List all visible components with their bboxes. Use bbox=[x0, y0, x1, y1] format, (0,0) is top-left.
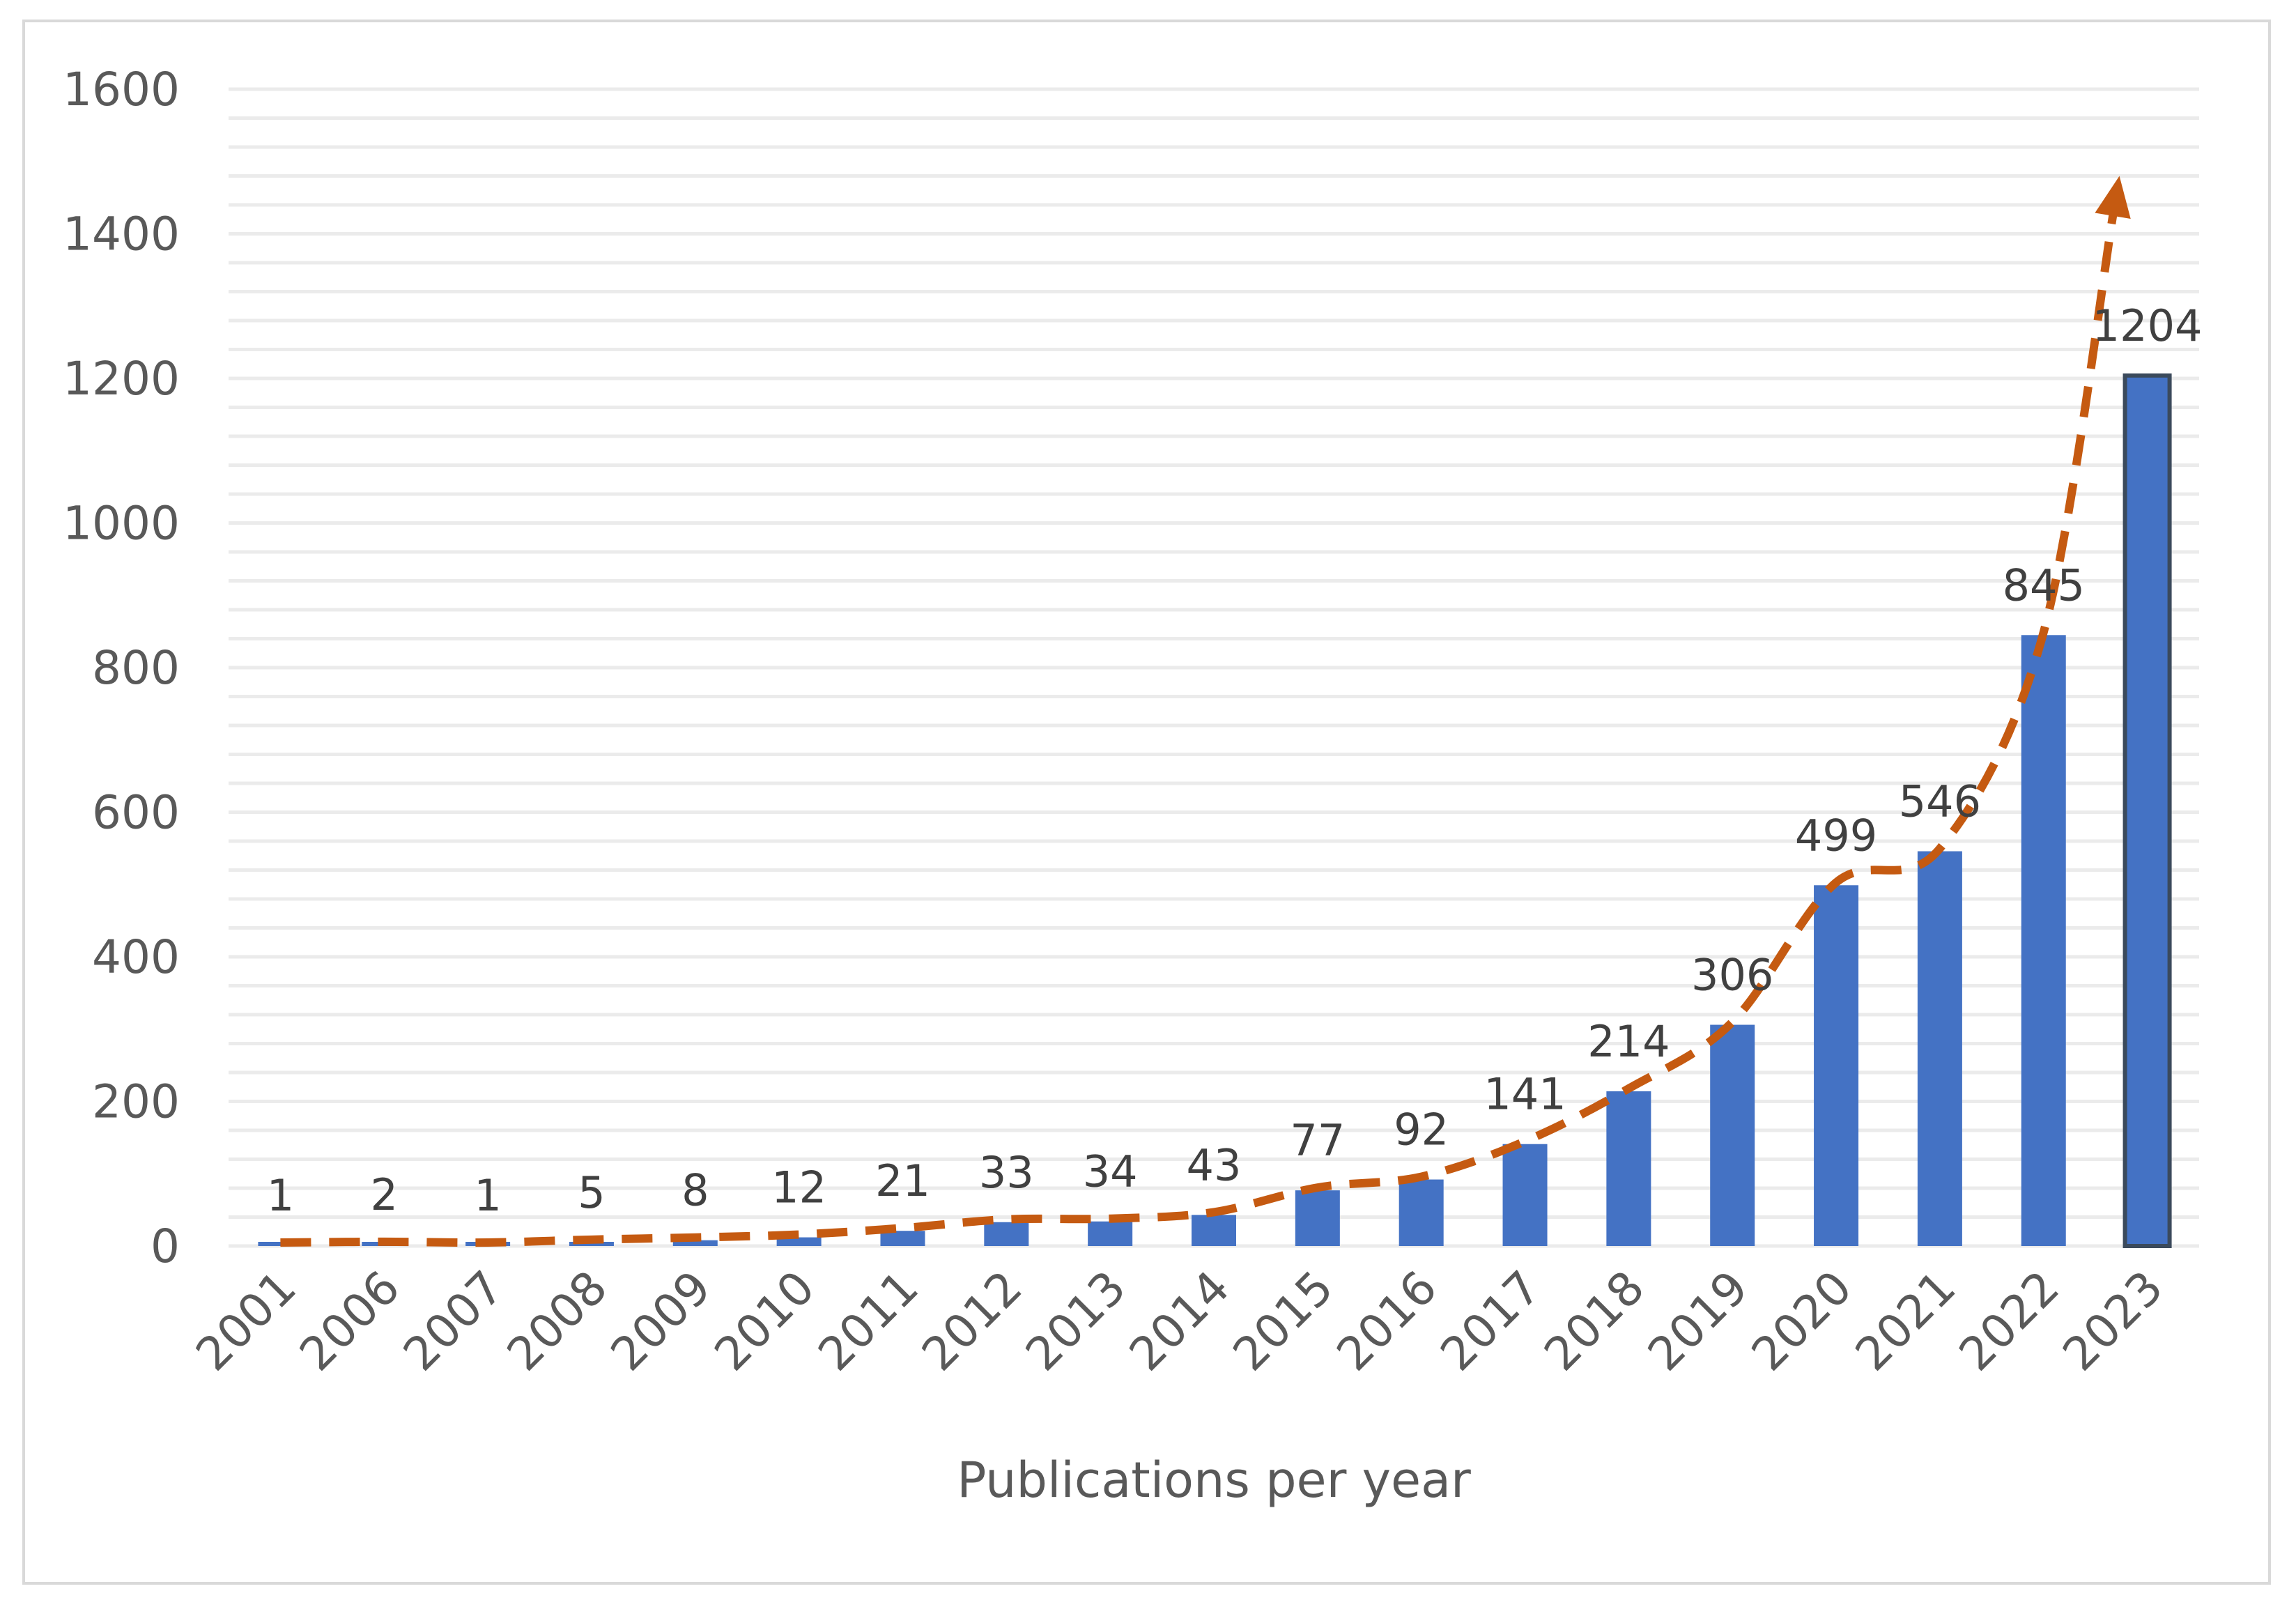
y-tick-label: 400 bbox=[92, 930, 180, 984]
y-tick-label: 600 bbox=[92, 786, 180, 840]
data-label: 141 bbox=[1484, 1069, 1566, 1120]
y-tick-label: 1600 bbox=[63, 63, 180, 116]
bar-2015 bbox=[1295, 1190, 1340, 1246]
data-label: 43 bbox=[1187, 1139, 1242, 1190]
data-label: 5 bbox=[578, 1167, 605, 1218]
x-tick-label: 2011 bbox=[808, 1261, 929, 1381]
bar-2023 bbox=[2122, 373, 2172, 1249]
bar-2016 bbox=[1399, 1179, 1444, 1246]
x-tick-label: 2001 bbox=[186, 1261, 307, 1381]
data-label: 1 bbox=[267, 1170, 294, 1221]
bar-2018 bbox=[1606, 1091, 1651, 1246]
data-label: 77 bbox=[1290, 1115, 1345, 1166]
trend-line bbox=[280, 176, 2131, 1247]
data-label: 1204 bbox=[2093, 300, 2203, 351]
x-tick-label: 2014 bbox=[1119, 1261, 1240, 1381]
x-tick-label: 2021 bbox=[1845, 1261, 1966, 1381]
data-label: 21 bbox=[875, 1155, 930, 1206]
data-label: 1 bbox=[474, 1170, 501, 1221]
data-label: 92 bbox=[1394, 1105, 1449, 1155]
bars bbox=[258, 373, 2172, 1249]
data-label: 8 bbox=[681, 1165, 709, 1216]
y-tick-label: 800 bbox=[92, 641, 180, 695]
bar-2020 bbox=[1814, 885, 1859, 1246]
x-tick-label: 2009 bbox=[601, 1261, 721, 1381]
x-tick-label: 2013 bbox=[1015, 1261, 1136, 1381]
bar-2021 bbox=[1917, 851, 1962, 1246]
data-label: 12 bbox=[771, 1162, 826, 1213]
data-labels: 1 2 1 5 8 12 21 33 34 43 77 92141214306499546845120… bbox=[267, 300, 2203, 1221]
y-tick-label: 1000 bbox=[63, 497, 180, 551]
data-label: 306 bbox=[1691, 950, 1773, 1001]
data-label: 33 bbox=[979, 1147, 1034, 1198]
y-tick-label: 200 bbox=[92, 1075, 180, 1129]
gridlines bbox=[229, 87, 2199, 1248]
bar-2014 bbox=[1192, 1215, 1236, 1246]
x-tick-label: 2022 bbox=[1949, 1261, 2070, 1381]
x-tick-label: 2016 bbox=[1327, 1261, 1447, 1381]
data-label: 499 bbox=[1795, 810, 1877, 861]
y-tick-label: 1200 bbox=[63, 352, 180, 406]
x-tick-label: 2006 bbox=[289, 1261, 410, 1381]
data-label: 546 bbox=[1899, 776, 1981, 827]
y-tick-label: 0 bbox=[151, 1220, 180, 1273]
bar-2017 bbox=[1502, 1144, 1548, 1246]
trend-curve bbox=[280, 207, 2118, 1247]
bar-2019 bbox=[1710, 1024, 1755, 1246]
x-tick-label: 2008 bbox=[497, 1261, 617, 1381]
data-label: 34 bbox=[1083, 1146, 1138, 1197]
data-label: 845 bbox=[2003, 560, 2085, 610]
bar-2022 bbox=[2021, 635, 2066, 1246]
bar-2001 bbox=[258, 1242, 303, 1246]
x-tick-label: 2012 bbox=[911, 1261, 1032, 1381]
bar-2010 bbox=[776, 1237, 822, 1246]
x-tick-label: 2017 bbox=[1431, 1261, 1551, 1381]
y-tick-label: 1400 bbox=[63, 208, 180, 261]
trend-arrowhead bbox=[2095, 176, 2131, 219]
x-tick-label: 2018 bbox=[1534, 1261, 1654, 1381]
chart-frame: 0 200 400 600 800 1000 1200 1400 1600 2001 2006 20… bbox=[22, 20, 2271, 1585]
x-tick-label: 2023 bbox=[2053, 1261, 2173, 1381]
data-label: 214 bbox=[1587, 1016, 1670, 1067]
y-axis-ticks: 0 200 400 600 800 1000 1200 1400 1600 bbox=[63, 63, 180, 1273]
bar-2009 bbox=[672, 1240, 718, 1246]
x-tick-label: 2020 bbox=[1741, 1261, 1862, 1381]
x-tick-label: 2015 bbox=[1223, 1261, 1343, 1381]
bar-2008 bbox=[569, 1242, 614, 1246]
x-tick-label: 2007 bbox=[393, 1261, 514, 1381]
bar-2011 bbox=[880, 1231, 925, 1246]
bar-2012 bbox=[984, 1222, 1029, 1246]
data-label: 2 bbox=[371, 1169, 398, 1220]
x-tick-label: 2010 bbox=[704, 1261, 825, 1381]
x-tick-label: 2019 bbox=[1638, 1261, 1758, 1381]
x-axis-title: Publications per year bbox=[957, 1452, 1471, 1509]
x-axis-ticks: 2001200620072008200920102011201220132014… bbox=[186, 1261, 2173, 1381]
bar-2013 bbox=[1088, 1221, 1133, 1246]
